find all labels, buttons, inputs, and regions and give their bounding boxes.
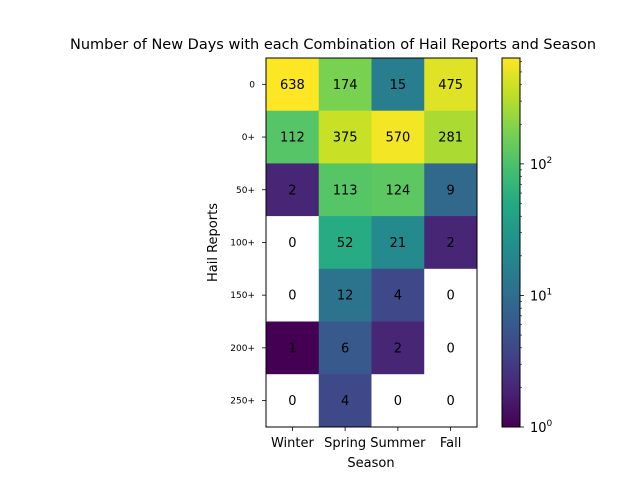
chart-title: Number of New Days with each Combination… bbox=[70, 37, 596, 53]
cell-value-label: 112 bbox=[280, 131, 305, 146]
heatmap-cell bbox=[266, 216, 320, 270]
cell-value-label: 0 bbox=[446, 394, 454, 409]
colorbar-tick-label: 100 bbox=[530, 419, 553, 436]
y-tick-label: 150+ bbox=[230, 291, 255, 301]
heatmap-cell bbox=[424, 216, 478, 270]
heatmap-cell bbox=[318, 110, 372, 164]
cell-value-label: 21 bbox=[390, 236, 407, 251]
x-axis-label: Season bbox=[347, 456, 394, 471]
cell-value-label: 0 bbox=[446, 289, 454, 304]
cell-value-label: 174 bbox=[333, 78, 358, 93]
cell-value-label: 124 bbox=[385, 183, 410, 198]
y-axis-label: Hail Reports bbox=[206, 203, 221, 282]
heatmap-cells bbox=[266, 58, 478, 428]
x-tick-label: Winter bbox=[271, 436, 315, 451]
heatmap-cell bbox=[318, 58, 372, 112]
heatmap-cell bbox=[371, 110, 425, 164]
cell-value-label: 52 bbox=[337, 236, 354, 251]
colorbar bbox=[501, 57, 521, 428]
heatmap-cell bbox=[371, 58, 425, 112]
colorbar-tick-label: 102 bbox=[530, 156, 552, 173]
cell-value-label: 0 bbox=[394, 394, 402, 409]
cell-value-label: 6 bbox=[341, 341, 349, 356]
cell-value-label: 113 bbox=[333, 183, 358, 198]
cell-value-label: 570 bbox=[385, 131, 410, 146]
heatmap-cell bbox=[371, 216, 425, 270]
cell-value-label: 4 bbox=[341, 394, 349, 409]
x-tick-label: Spring bbox=[324, 436, 366, 451]
y-axis-ticks: 0 0+ 50+ 100+ 150+ 200+ 250+ bbox=[230, 80, 266, 407]
x-axis-ticks: Winter Spring Summer Fall bbox=[271, 427, 461, 451]
heatmap-cell bbox=[266, 110, 320, 164]
heatmap-cell bbox=[424, 110, 478, 164]
y-tick-label: 200+ bbox=[230, 344, 255, 354]
heatmap-cell bbox=[424, 268, 478, 322]
x-tick-label: Summer bbox=[370, 436, 426, 451]
heatmap-cell bbox=[371, 163, 425, 217]
heatmap-cell bbox=[371, 374, 425, 428]
heatmap-cell bbox=[318, 374, 372, 428]
y-tick-label: 0+ bbox=[242, 133, 255, 143]
cell-value-label: 0 bbox=[288, 394, 296, 409]
heatmap-cell bbox=[266, 374, 320, 428]
cell-value-label: 475 bbox=[438, 78, 463, 93]
colorbar-ticks: 100 101 102 bbox=[520, 61, 553, 436]
heatmap-cell bbox=[318, 268, 372, 322]
heatmap-cell bbox=[371, 321, 425, 375]
heatmap-cell bbox=[318, 216, 372, 270]
cell-value-label: 281 bbox=[438, 131, 463, 146]
x-tick-label: Fall bbox=[440, 436, 461, 451]
cell-value-label: 638 bbox=[280, 78, 305, 93]
heatmap-cell bbox=[266, 163, 320, 217]
heatmap-cell bbox=[318, 321, 372, 375]
cell-value-label: 0 bbox=[288, 236, 296, 251]
heatmap-cell bbox=[424, 58, 478, 112]
heatmap-cell bbox=[318, 163, 372, 217]
heatmap-cell bbox=[266, 321, 320, 375]
y-tick-label: 50+ bbox=[236, 186, 255, 196]
cell-value-label: 0 bbox=[288, 289, 296, 304]
cell-value-label: 2 bbox=[394, 341, 402, 356]
y-tick-label: 0 bbox=[249, 80, 255, 90]
y-tick-label: 250+ bbox=[230, 397, 255, 407]
cell-value-label: 2 bbox=[288, 183, 296, 198]
colorbar-tick-label: 101 bbox=[530, 287, 552, 304]
cell-value-label: 12 bbox=[337, 289, 354, 304]
y-tick-label: 100+ bbox=[230, 238, 255, 248]
heatmap-cell bbox=[266, 268, 320, 322]
cell-value-label: 4 bbox=[394, 289, 402, 304]
heatmap-cell bbox=[424, 374, 478, 428]
cell-value-label: 9 bbox=[446, 183, 454, 198]
cell-value-label: 2 bbox=[446, 236, 454, 251]
heatmap-cell bbox=[266, 58, 320, 112]
heatmap-cell bbox=[371, 268, 425, 322]
heatmap-cell bbox=[424, 163, 478, 217]
cell-value-label: 375 bbox=[333, 131, 358, 146]
cell-value-label: 0 bbox=[446, 341, 454, 356]
heatmap-cell bbox=[424, 321, 478, 375]
cell-value-label: 15 bbox=[390, 78, 407, 93]
cell-value-label: 1 bbox=[288, 341, 296, 356]
